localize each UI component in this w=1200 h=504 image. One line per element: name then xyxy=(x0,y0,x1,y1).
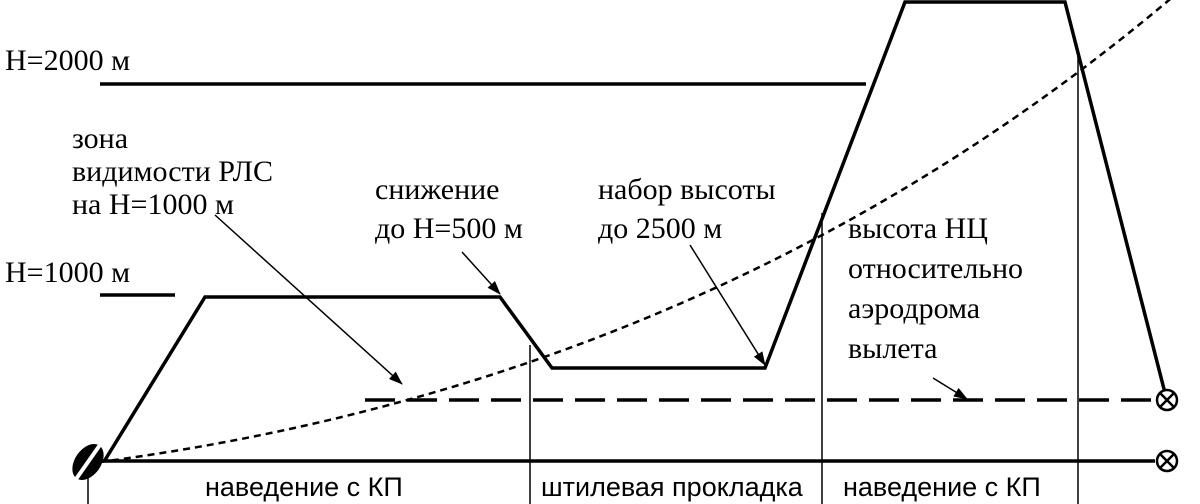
label: до 2500 м xyxy=(598,212,722,245)
label: H=2000 м xyxy=(5,44,130,77)
segment-label: наведение с КП xyxy=(205,472,403,502)
label: снижение xyxy=(375,173,500,206)
label: зона xyxy=(72,122,128,155)
segment-label: штилевая прокладка xyxy=(541,472,804,502)
label: вылета xyxy=(848,332,937,365)
layout xyxy=(72,0,1179,504)
label: на H=1000 м xyxy=(72,188,234,221)
segment-label: наведение с КП xyxy=(843,472,1041,502)
label: видимости РЛС xyxy=(72,155,273,188)
label: относительно xyxy=(848,252,1023,285)
label: аэродрома xyxy=(848,292,980,325)
label: высота НЦ xyxy=(848,212,988,245)
label: H=1000 м xyxy=(5,256,130,289)
label: до H=500 м xyxy=(375,212,523,245)
label: набор высоты xyxy=(598,173,776,206)
